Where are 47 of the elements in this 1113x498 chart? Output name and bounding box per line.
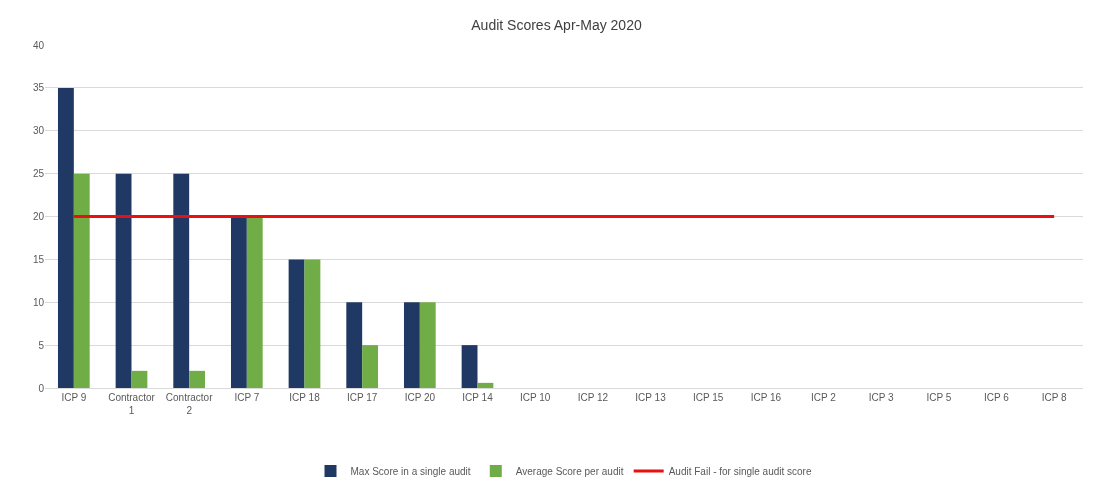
bar <box>131 370 148 388</box>
x-tick-label: ICP 5 <box>926 392 952 403</box>
bar <box>419 302 436 388</box>
x-tick-label: ICP 6 <box>984 392 1010 403</box>
legend-label: Audit Fail - for single audit score <box>668 466 812 477</box>
x-tick-label: ICP 15 <box>692 392 724 403</box>
chart-title: Audit Scores Apr-May 2020 <box>471 16 642 33</box>
x-tick-label: ICP 16 <box>750 392 782 403</box>
x-tick-label: ICP 9 <box>61 392 87 403</box>
bar <box>57 87 74 388</box>
x-tick-label: ICP 7 <box>234 392 260 403</box>
bar <box>115 173 132 388</box>
legend-label: Max Score in a single audit <box>350 466 471 477</box>
bar <box>73 173 90 388</box>
y-tick-label: 10 <box>32 296 45 308</box>
bar <box>304 259 321 388</box>
bar <box>189 370 206 388</box>
y-tick-label: 20 <box>32 211 45 222</box>
bar <box>246 216 263 388</box>
x-tick-label: ICP 13 <box>635 392 667 403</box>
bar <box>230 216 247 388</box>
x-tick-label: ICP 14 <box>462 392 494 403</box>
x-tick-label: ICP 8 <box>1041 392 1068 403</box>
bar <box>461 345 478 388</box>
bar <box>288 259 305 388</box>
y-tick-label: 25 <box>32 168 45 180</box>
x-tick-label: ICP 17 <box>346 392 378 403</box>
y-tick-label: 40 <box>32 39 45 51</box>
x-tick-label: ICP 20 <box>404 392 436 403</box>
x-tick-label: ICP 3 <box>868 392 895 403</box>
legend-label: Average Score per audit <box>515 466 624 477</box>
y-tick-label: 15 <box>32 253 45 265</box>
bar <box>362 345 379 388</box>
x-tick-label: Contractor 1 <box>108 392 156 416</box>
x-tick-label: ICP 2 <box>811 392 837 403</box>
bar <box>346 302 363 388</box>
x-tick-label: Contractor 2 <box>165 392 214 416</box>
x-tick-label: ICP 10 <box>519 392 551 403</box>
y-tick-label: 5 <box>38 339 45 351</box>
y-tick-label: 35 <box>32 82 45 94</box>
bar <box>477 382 494 388</box>
x-tick-label: ICP 12 <box>577 392 609 403</box>
y-tick-label: 0 <box>38 382 45 394</box>
x-tick-label: ICP 18 <box>289 392 321 403</box>
bar <box>173 173 190 388</box>
bar <box>403 302 420 388</box>
y-tick-label: 30 <box>32 125 45 137</box>
